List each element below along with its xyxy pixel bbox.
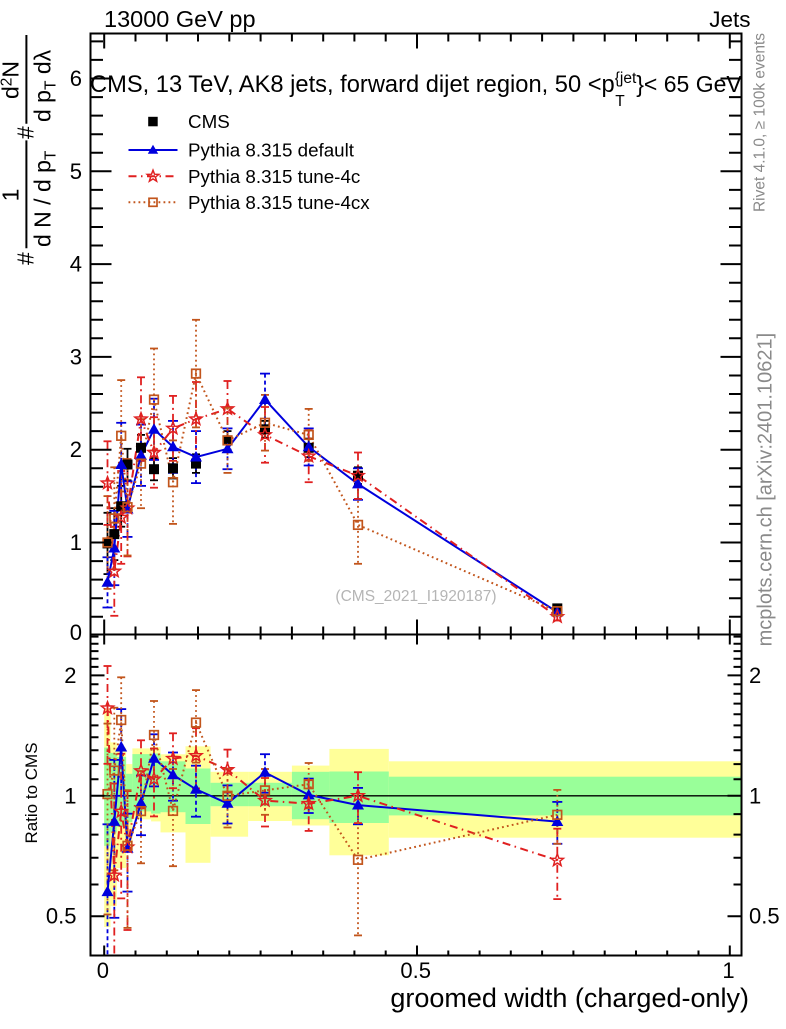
svg-text:d2N: d2N (0, 61, 23, 99)
svg-text:#: # (12, 252, 38, 265)
svg-text:(CMS_2021_I1920187): (CMS_2021_I1920187) (335, 588, 496, 605)
svg-text:5: 5 (70, 159, 82, 184)
svg-text:1: 1 (722, 958, 734, 983)
svg-text:0: 0 (97, 958, 109, 983)
svg-text:4: 4 (70, 252, 82, 277)
svg-text:1: 1 (70, 530, 82, 555)
svg-text:CMS: CMS (188, 111, 230, 132)
svg-text:2: 2 (70, 437, 82, 462)
svg-text:0.5: 0.5 (400, 958, 431, 983)
svg-text:mcplots.cern.ch [arXiv:2401.10: mcplots.cern.ch [arXiv:2401.10621] (755, 333, 777, 647)
svg-text:Rivet 4.1.0, ≥ 100k events: Rivet 4.1.0, ≥ 100k events (752, 33, 769, 212)
svg-text:Ratio to CMS: Ratio to CMS (22, 742, 41, 843)
svg-text:2: 2 (749, 663, 761, 688)
svg-text:1: 1 (64, 783, 76, 808)
svg-text:groomed width (charged-only): groomed width (charged-only) (390, 983, 749, 1013)
svg-text:0: 0 (70, 620, 82, 645)
svg-text:d N / d pT: d N / d pT (29, 150, 59, 247)
svg-text:6: 6 (70, 66, 82, 91)
svg-text:2: 2 (64, 663, 76, 688)
svg-text:0.5: 0.5 (749, 904, 780, 929)
svg-text:1: 1 (749, 783, 761, 808)
svg-text:Pythia 8.315 tune-4c: Pythia 8.315 tune-4c (188, 166, 360, 187)
svg-text:3: 3 (70, 344, 82, 369)
svg-text:13000 GeV pp: 13000 GeV pp (104, 6, 256, 32)
svg-text:Pythia 8.315 default: Pythia 8.315 default (188, 140, 355, 161)
svg-text:1: 1 (0, 189, 23, 202)
svg-text:0.5: 0.5 (46, 904, 77, 929)
svg-text:Pythia 8.315 tune-4cx: Pythia 8.315 tune-4cx (188, 192, 370, 213)
svg-text:#: # (12, 126, 38, 139)
svg-text:Jets: Jets (709, 7, 750, 32)
